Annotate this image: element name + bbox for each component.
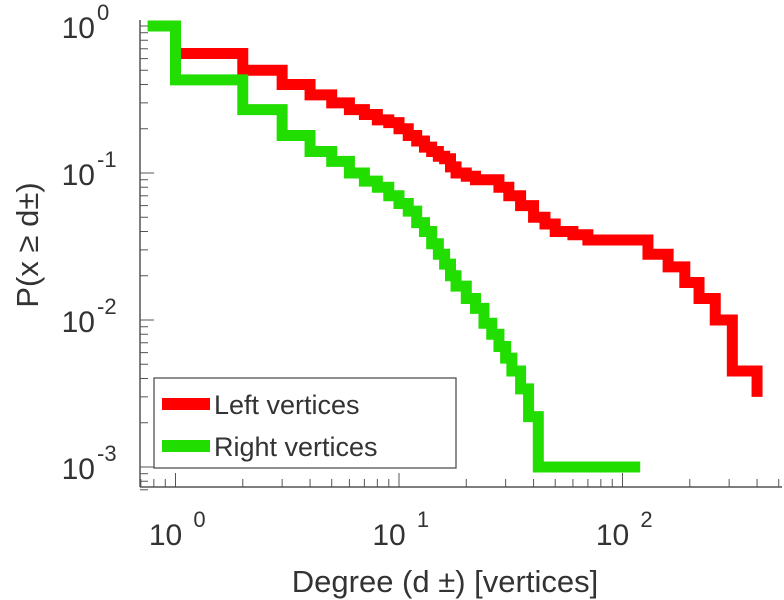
x-tick-exponent: 0 — [193, 507, 205, 532]
x-tick-exponent: 1 — [417, 507, 429, 532]
series-line-right — [147, 20, 641, 473]
series-line-left — [175, 48, 763, 397]
x-tick-exponent: 2 — [640, 507, 652, 532]
axis-ticks — [140, 25, 780, 491]
legend-entry-label: Right vertices — [214, 432, 378, 462]
x-tick-label: 10 — [149, 519, 182, 552]
x-tick-label: 10 — [372, 519, 405, 552]
y-tick-label: 10 — [62, 12, 95, 45]
legend: Left vertices Right vertices — [153, 377, 457, 469]
x-axis-label: Degree (d ±) [vertices] — [292, 564, 598, 599]
x-tick-label: 10 — [596, 519, 629, 552]
legend-box — [153, 377, 457, 469]
y-tick-label: 10 — [62, 306, 95, 339]
y-tick-label: 10 — [62, 159, 95, 192]
y-tick-exponent: 0 — [97, 0, 109, 25]
y-tick-exponent: -2 — [97, 294, 117, 319]
y-tick-exponent: -1 — [97, 147, 117, 172]
y-tick-label: 10 — [62, 453, 95, 486]
series-group — [147, 20, 763, 473]
legend-entry-label: Left vertices — [214, 390, 360, 420]
y-axis-label: P(x ≥ d±) — [10, 182, 45, 307]
y-tick-exponent: -3 — [97, 441, 117, 466]
tick-labels: 10 0 10 1 10 210 010 -110 -210 -3 — [62, 0, 653, 552]
axes — [139, 20, 782, 488]
